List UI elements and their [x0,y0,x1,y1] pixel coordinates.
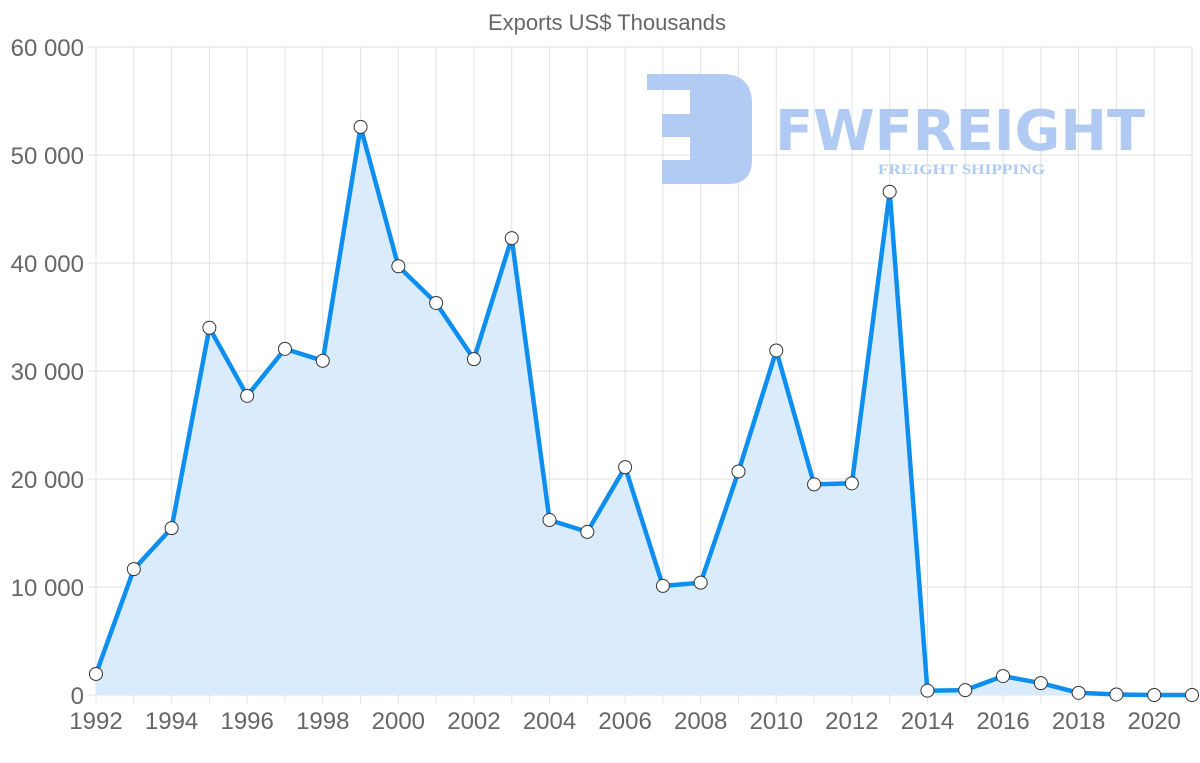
y-tick-label: 10 000 [11,575,84,602]
data-point[interactable] [920,683,935,698]
data-point[interactable] [618,460,633,475]
x-tick-label: 2012 [825,708,878,735]
data-point[interactable] [126,562,141,577]
fwfreight-logo-icon [647,74,752,184]
chart-title: Exports US$ Thousands [488,10,726,35]
watermark-brand: FWFREIGHT [775,99,1145,164]
data-points [89,119,1199,702]
data-point[interactable] [693,575,708,590]
x-tick-label: 2006 [598,708,651,735]
x-tick-label: 1994 [145,708,198,735]
fwfreight-watermark: FWFREIGHT FREIGHT SHIPPING [647,74,1145,184]
data-point[interactable] [504,231,519,246]
x-tick-label: 2000 [372,708,425,735]
y-tick-label: 40 000 [11,251,84,278]
data-point[interactable] [769,343,784,358]
data-point[interactable] [655,578,670,593]
data-point[interactable] [1185,688,1199,702]
data-point[interactable] [277,341,292,356]
y-tick-label: 50 000 [11,143,84,170]
area-fill [96,126,1192,695]
data-point[interactable] [844,476,859,491]
x-tick-label: 2018 [1052,708,1105,735]
y-axis-ticks: 0 10 000 20 000 30 000 40 000 50 000 60 000 [11,35,84,710]
x-axis-ticks: 1992 1994 1996 1998 2000 2002 2004 2006 2008 2010… [69,708,1181,735]
x-tick-label: 2010 [750,708,803,735]
data-point[interactable] [315,353,330,368]
x-tick-label: 1992 [69,708,122,735]
data-point[interactable] [164,521,179,536]
data-point[interactable] [202,320,217,335]
y-tick-label: 60 000 [11,35,84,62]
watermark-tagline: FREIGHT SHIPPING [878,162,1045,178]
x-tick-label: 1996 [220,708,273,735]
data-point[interactable] [731,464,746,479]
data-point[interactable] [958,683,973,698]
x-tick-label: 2016 [976,708,1029,735]
y-tick-label: 30 000 [11,359,84,386]
data-point[interactable] [1071,685,1086,700]
x-tick-label: 2020 [1128,708,1181,735]
x-tick-label: 1998 [296,708,349,735]
x-tick-label: 2014 [901,708,954,735]
x-tick-label: 2004 [523,708,576,735]
x-tick-label: 2008 [674,708,727,735]
data-point[interactable] [580,524,595,539]
y-tick-label: 20 000 [11,467,84,494]
data-point[interactable] [542,513,557,528]
y-tick-label: 0 [71,683,84,710]
data-point[interactable] [240,388,255,403]
data-point[interactable] [996,669,1011,684]
data-point[interactable] [1033,676,1048,691]
data-point[interactable] [466,352,481,367]
data-point[interactable] [1147,688,1162,702]
data-point[interactable] [882,184,897,199]
x-tick-label: 2002 [447,708,500,735]
data-point[interactable] [429,295,444,310]
data-point[interactable] [1109,687,1124,702]
data-point[interactable] [89,666,103,681]
data-point[interactable] [807,477,822,492]
data-point[interactable] [353,119,368,134]
data-point[interactable] [391,259,406,274]
